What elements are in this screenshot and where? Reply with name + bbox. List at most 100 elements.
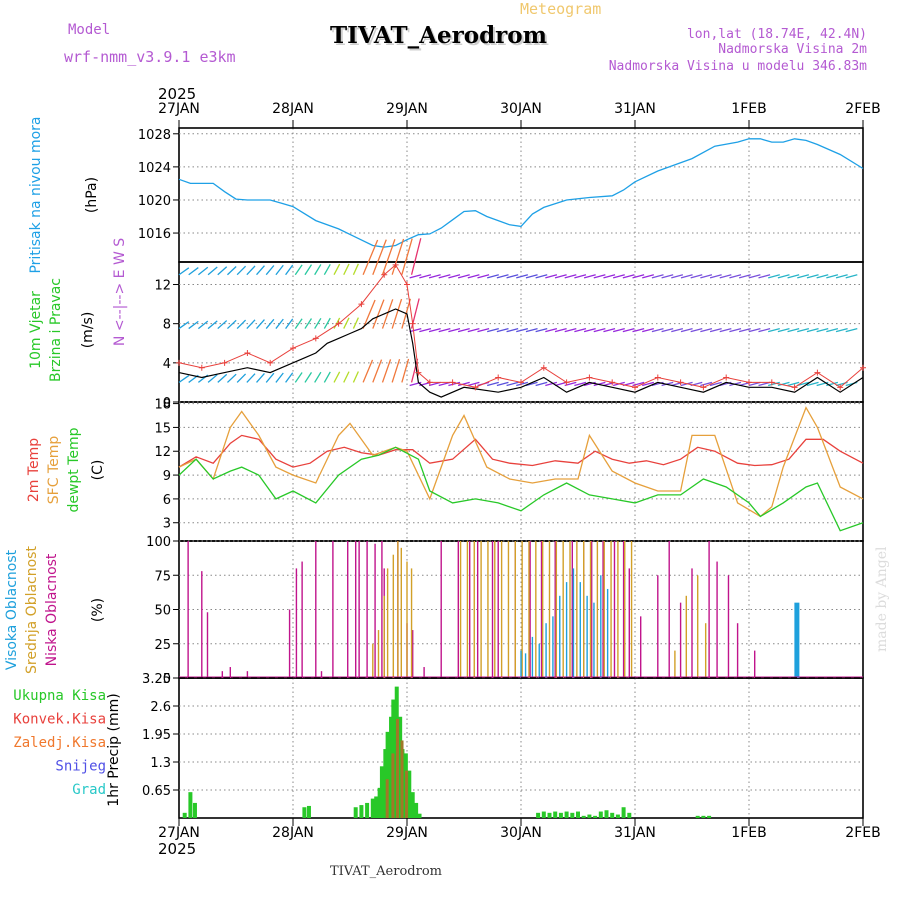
- wind-barb: [632, 274, 645, 279]
- precip-bar-convective: [395, 718, 399, 818]
- cloud-bar: [535, 541, 537, 678]
- gust-marker: [654, 374, 661, 381]
- wind-barb: [535, 274, 548, 279]
- temp-line-3: [178, 446, 864, 532]
- cloud-bar: [668, 541, 670, 678]
- wind-barb: [352, 371, 359, 383]
- wind-barb: [352, 317, 359, 329]
- wind-barb: [583, 274, 596, 279]
- y-tick-label: 0.65: [142, 784, 171, 799]
- wind-barb: [401, 358, 410, 383]
- cloud-bar: [372, 643, 374, 678]
- wind-barb: [294, 372, 303, 383]
- wind-barb: [516, 381, 529, 387]
- wind-barb: [506, 274, 519, 279]
- wind-barb: [227, 319, 237, 330]
- wind-barb: [236, 319, 247, 330]
- model-label: Model: [68, 22, 110, 38]
- wind-barb: [207, 374, 218, 383]
- precip-bar-total: [627, 812, 632, 818]
- wind-barb: [227, 265, 237, 276]
- wind-barb: [574, 274, 587, 279]
- precip-bar-total: [604, 810, 609, 818]
- wind-barb: [593, 327, 606, 333]
- cloud-bar: [548, 541, 551, 678]
- cloud-bar: [586, 595, 588, 678]
- wind-barb: [372, 359, 383, 383]
- gust-marker: [221, 359, 228, 366]
- precip-legend-item: Snijeg: [55, 759, 106, 775]
- cloud-bar: [500, 541, 503, 678]
- cloud-bar: [624, 541, 626, 678]
- wind-barb: [256, 319, 265, 330]
- wind-barb: [642, 274, 654, 279]
- wind-barb: [748, 381, 761, 387]
- wind-barb: [806, 274, 819, 279]
- wind-barb: [448, 274, 461, 279]
- cloud-bar: [579, 582, 581, 678]
- cloud-bar: [569, 541, 571, 678]
- x-tick-label-bottom: 2FEB: [845, 825, 880, 841]
- cloud-bar: [423, 667, 425, 678]
- x-tick-label-bottom: 29JAN: [386, 825, 428, 841]
- wind-barb: [467, 381, 480, 387]
- cloud-bar: [406, 561, 408, 678]
- wind-barb: [314, 371, 322, 383]
- wind-barb: [729, 274, 742, 279]
- cloud-bar: [657, 575, 659, 678]
- precip-legend-item: Konvek.Kisa: [13, 712, 106, 728]
- wind-barb: [362, 299, 376, 329]
- cloud-bar: [528, 541, 530, 678]
- y-tick-label: 2.6: [150, 700, 171, 715]
- precip-bar-convective: [385, 779, 389, 818]
- wind-barb: [217, 320, 228, 330]
- wind-barb: [835, 274, 848, 279]
- wind-gust-line: [178, 264, 864, 388]
- gust-marker: [632, 384, 638, 391]
- precip-bar-total: [365, 802, 370, 818]
- wind-barb: [477, 274, 490, 279]
- precip-bar-total: [615, 814, 620, 818]
- wind-barb: [612, 327, 625, 333]
- cloud-bar: [487, 541, 489, 678]
- wind-barb: [622, 274, 635, 279]
- y-tick-label: 4: [163, 357, 171, 372]
- cloud-bar: [320, 671, 323, 678]
- wind-barb: [525, 327, 538, 333]
- wind-barb: [428, 327, 441, 333]
- cloud-bar: [571, 541, 573, 678]
- wind-barb: [496, 274, 509, 279]
- wind-barb: [304, 318, 313, 329]
- cloud-axis-label-line: Visoka Oblacnost: [4, 549, 20, 670]
- wind-barb: [729, 327, 742, 333]
- wind-barb: [554, 327, 567, 333]
- precip-bar-total: [610, 812, 615, 818]
- precip-bar-total: [541, 811, 546, 818]
- wind-barb: [448, 381, 461, 387]
- cloud-bar: [613, 541, 616, 678]
- wind-barb: [294, 264, 303, 276]
- gust-marker: [358, 301, 365, 308]
- wind-speed-line: [178, 308, 864, 398]
- precip-bar-total: [182, 812, 187, 818]
- wind-barb: [738, 327, 751, 333]
- wind-barb: [496, 327, 509, 333]
- y-tick-label: 0: [163, 396, 171, 411]
- cloud-bar: [521, 541, 523, 678]
- precip-bar-total: [536, 812, 541, 818]
- wind-barb: [343, 371, 350, 383]
- precip-bar-convective: [405, 770, 409, 818]
- precip-bar-total: [359, 805, 364, 818]
- cloud-bar: [576, 541, 578, 678]
- wind-barb: [642, 381, 654, 387]
- cloud-bar: [315, 541, 317, 678]
- gust-marker: [495, 374, 502, 381]
- precip-bar-total: [547, 812, 552, 818]
- temp-unit-label: (C): [90, 460, 106, 481]
- wind-barb: [525, 381, 538, 387]
- cloud-bar: [640, 616, 642, 678]
- cloud-bar: [246, 671, 249, 678]
- x-tick-label-top: 30JAN: [500, 101, 542, 117]
- wind-barb: [487, 274, 499, 279]
- cloud-bar: [457, 541, 459, 678]
